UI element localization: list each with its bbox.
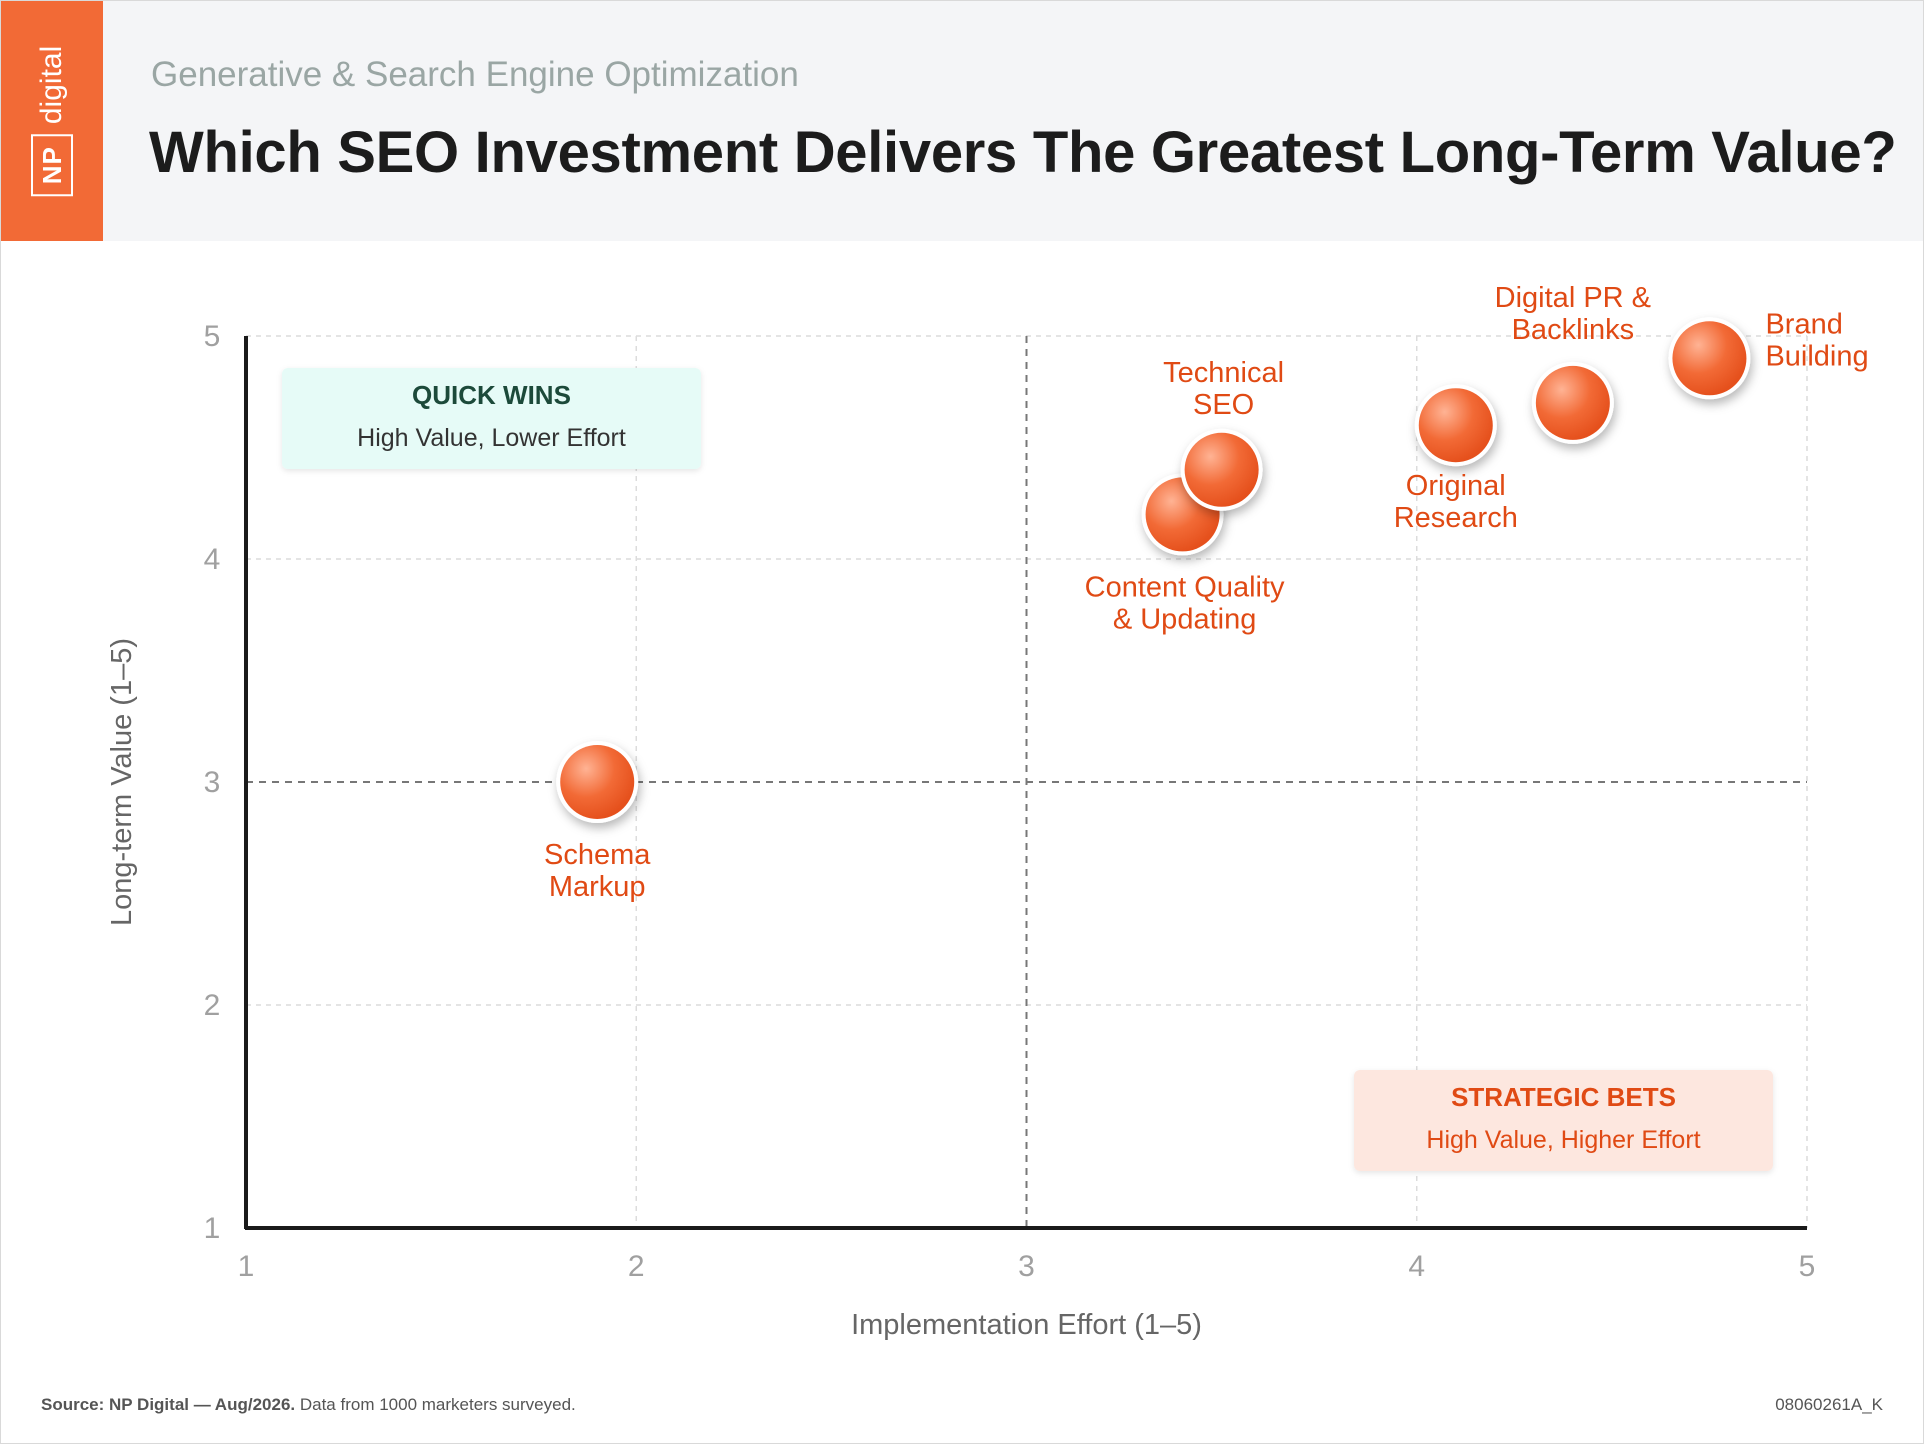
data-point-label: Research <box>1394 502 1518 534</box>
chart-subtitle: Generative & Search Engine Optimization <box>151 55 799 94</box>
data-point-label: Schema <box>544 839 651 871</box>
data-point-label: & Updating <box>1113 603 1257 635</box>
quick-wins-box <box>282 368 701 469</box>
data-point <box>1418 388 1493 463</box>
y-tick-label: 4 <box>204 543 221 576</box>
x-axis-title: Implementation Effort (1–5) <box>851 1309 1202 1341</box>
data-point-label: Technical <box>1163 357 1284 389</box>
data-point-label: Building <box>1765 340 1868 372</box>
data-point-label: Original <box>1406 470 1506 502</box>
strategic-bets-text: High Value, Higher Effort <box>1426 1126 1700 1154</box>
data-point <box>1184 432 1259 507</box>
x-tick-label: 4 <box>1408 1250 1425 1283</box>
y-tick-label: 5 <box>204 320 221 353</box>
strategic-bets-box <box>1354 1070 1773 1171</box>
chart-title: Which SEO Investment Delivers The Greate… <box>149 120 1897 185</box>
quick-wins-text: High Value, Lower Effort <box>357 424 626 452</box>
footer-source-bold: Source: NP Digital — Aug/2026. <box>41 1395 296 1414</box>
data-point-label: Content Quality <box>1085 571 1285 603</box>
data-point <box>1672 321 1747 396</box>
data-point <box>560 745 635 819</box>
x-tick-label: 3 <box>1018 1250 1035 1283</box>
footer-code: 08060261A_K <box>1775 1395 1883 1414</box>
y-tick-label: 3 <box>204 766 221 799</box>
x-tick-label: 1 <box>238 1250 255 1283</box>
y-axis-title: Long-term Value (1–5) <box>106 638 138 926</box>
footer-source-text: Data from 1000 marketers surveyed. <box>295 1395 576 1414</box>
header: NP digital Generative & Search Engine Op… <box>1 1 1923 241</box>
data-point-label: SEO <box>1193 389 1254 421</box>
data-point-label: Digital PR & <box>1495 282 1651 314</box>
data-point-label: Brand <box>1765 308 1842 340</box>
strategic-bets-title: STRATEGIC BETS <box>1451 1082 1676 1112</box>
footer-source: Source: NP Digital — Aug/2026. Data from… <box>41 1395 576 1415</box>
np-digital-logo: NP digital <box>1 1 103 241</box>
y-tick-label: 1 <box>204 1212 221 1245</box>
x-tick-label: 5 <box>1799 1250 1816 1283</box>
x-tick-label: 2 <box>628 1250 645 1283</box>
data-point <box>1535 365 1610 440</box>
y-tick-label: 2 <box>204 989 221 1022</box>
quick-wins-title: QUICK WINS <box>412 380 571 410</box>
data-point-label: Backlinks <box>1512 314 1635 346</box>
data-point-label: Markup <box>549 871 646 903</box>
